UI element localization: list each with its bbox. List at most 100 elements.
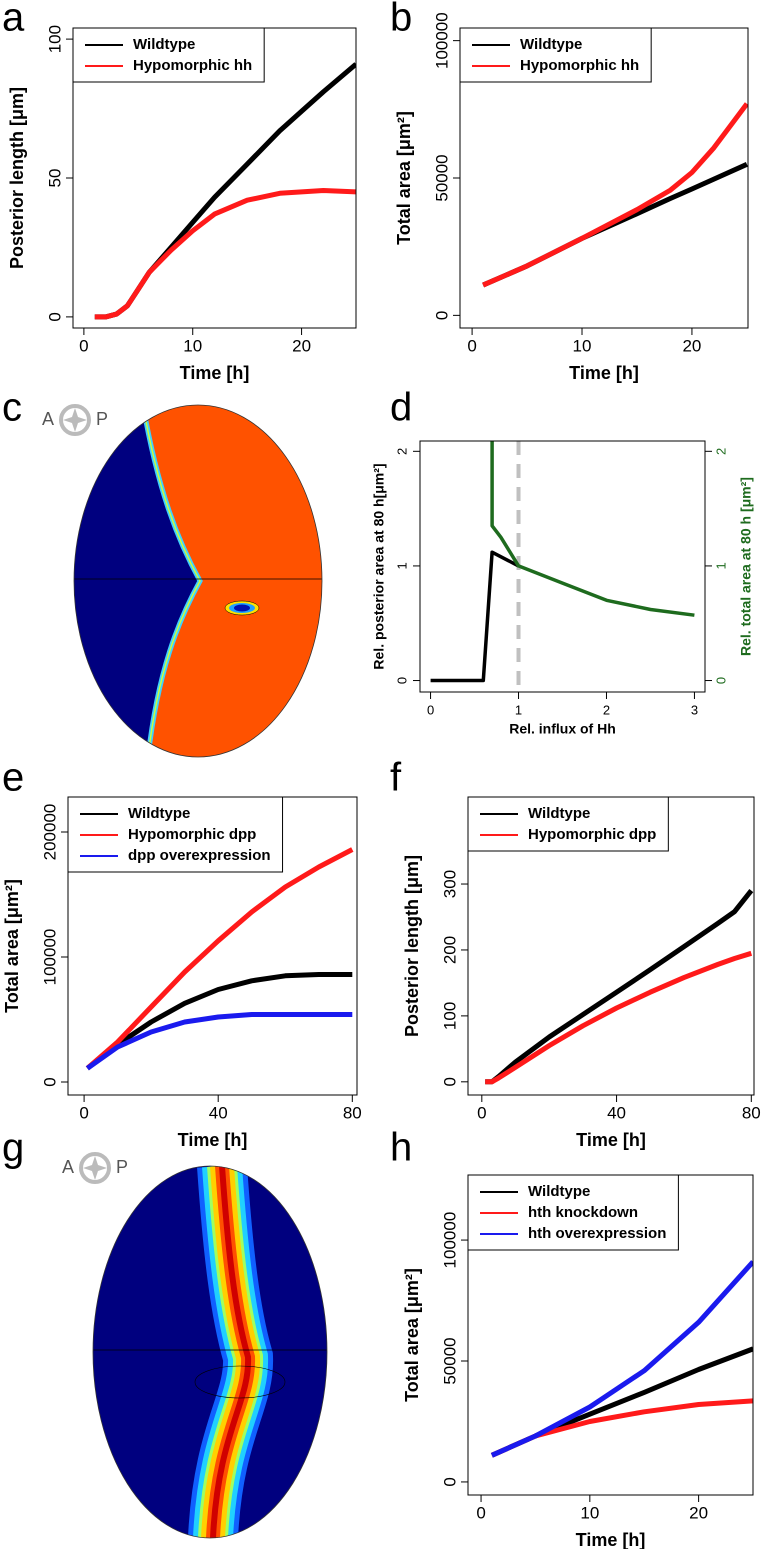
compass-label: A — [62, 1157, 74, 1177]
y-tick-label: 100 — [45, 25, 64, 53]
panel-letter: a — [2, 0, 25, 40]
x-axis-label: Time [h] — [178, 1130, 248, 1150]
y-axis-label: Total area [μm²] — [2, 879, 22, 1013]
y-axis-label: Posterior length [μm] — [402, 855, 422, 1037]
x-axis-label: Time [h] — [576, 1530, 646, 1549]
x-tick-label: 3 — [691, 702, 698, 717]
x-axis-label: Time [h] — [180, 363, 250, 383]
legend-label: Hypomorphic hh — [133, 57, 252, 74]
x-tick-label: 10 — [183, 336, 202, 355]
y2-tick-label: 1 — [713, 562, 728, 569]
compass-label: P — [116, 1157, 128, 1177]
panel-letter: h — [390, 1126, 412, 1170]
y-axis-label: Total area [μm²] — [394, 111, 414, 245]
x-axis-label: Time [h] — [569, 363, 639, 383]
x-tick-label: 1 — [515, 702, 522, 717]
compass-label: A — [42, 409, 54, 429]
outline — [92, 1165, 328, 1539]
y-axis-label: Rel. posterior area at 80 h[μm²] — [371, 463, 387, 669]
x-tick-label: 10 — [580, 1503, 599, 1522]
x-tick-label: 40 — [209, 1103, 228, 1122]
x-tick-label: 0 — [476, 1503, 485, 1522]
x-tick-label: 20 — [682, 336, 701, 355]
series-line — [85, 972, 353, 1071]
series-line — [485, 950, 753, 1085]
y-tick-label: 100 — [440, 1002, 459, 1030]
panel-letter: e — [2, 756, 24, 800]
y-tick-label: 100000 — [40, 929, 59, 986]
y-tick-label: 2 — [394, 448, 409, 455]
series-line — [490, 1260, 753, 1458]
legend: Wildtype Hypomorphic dpp — [467, 796, 669, 852]
legend-label: Hypomorphic hh — [520, 57, 639, 74]
compass-star — [63, 408, 87, 432]
x-tick-label: 0 — [79, 1103, 88, 1122]
series-line — [482, 102, 748, 288]
legend: Wildtype Hypomorphic hh — [459, 27, 652, 83]
legend: Wildtype hth knockdown hth overexpression — [467, 1174, 679, 1251]
x-tick-label: 0 — [79, 336, 88, 355]
region-anterior — [74, 405, 200, 757]
x-axis-label: Time [h] — [576, 1130, 646, 1150]
compass-ring — [59, 404, 91, 436]
series-line — [490, 441, 695, 617]
series-line — [94, 188, 356, 320]
plot-frame — [419, 440, 706, 693]
y2-tick-label: 0 — [713, 677, 728, 684]
y-tick-label: 0 — [45, 312, 64, 321]
y-tick-label: 0 — [432, 311, 451, 320]
x-tick-label: 0 — [477, 1103, 486, 1122]
x-axis-label: Rel. influx of Hh — [509, 721, 616, 737]
source-outline — [194, 1365, 286, 1399]
series-line — [430, 550, 520, 683]
legend: Wildtype Hypomorphic hh — [72, 27, 265, 83]
y2-axis-label: Rel. total area at 80 h [μm²] — [738, 477, 754, 656]
legend-box — [467, 796, 669, 852]
y-tick-label: 300 — [440, 870, 459, 898]
legend-box — [72, 27, 265, 83]
legend-label: Wildtype — [133, 36, 195, 53]
y-tick-label: 200 — [440, 936, 459, 964]
x-tick-label: 0 — [427, 702, 434, 717]
compass-ring — [79, 1152, 111, 1184]
y-tick-label: 0 — [440, 1077, 459, 1086]
spot — [234, 604, 250, 612]
legend-label: hth knockdown — [528, 1204, 638, 1221]
legend-label: Hypomorphic dpp — [528, 826, 656, 843]
legend-label: Hypomorphic dpp — [128, 826, 256, 843]
compass-star — [83, 1156, 107, 1180]
y-tick-label: 1 — [394, 562, 409, 569]
y-tick-label: 0 — [394, 677, 409, 684]
legend: Wildtype Hypomorphic dpp dpp overexpressio… — [67, 796, 284, 873]
series-line — [485, 889, 754, 1085]
legend-label: hth overexpression — [528, 1225, 666, 1242]
y-tick-label: 100000 — [432, 12, 451, 69]
x-tick-label: 20 — [689, 1503, 708, 1522]
y2-tick-label: 2 — [713, 448, 728, 455]
x-tick-label: 80 — [343, 1103, 362, 1122]
x-tick-label: 80 — [742, 1103, 761, 1122]
panel-letter: d — [390, 386, 412, 430]
heatmap — [74, 405, 322, 757]
legend-label: Wildtype — [528, 1183, 590, 1200]
heatmap — [93, 1166, 327, 1538]
series-line — [85, 847, 354, 1071]
y-tick-label: 200000 — [40, 804, 59, 861]
legend-label: Wildtype — [520, 36, 582, 53]
y-tick-label: 100000 — [440, 1212, 459, 1269]
x-tick-label: 40 — [607, 1103, 626, 1122]
edge — [142, 405, 201, 757]
panel-letter: c — [2, 386, 22, 430]
x-tick-label: 2 — [603, 702, 610, 717]
panel-letter: f — [390, 756, 402, 800]
y-tick-label: 0 — [40, 1077, 59, 1086]
legend-label: dpp overexpression — [128, 847, 271, 864]
x-tick-label: 20 — [292, 336, 311, 355]
series-line — [85, 1012, 353, 1071]
y-tick-label: 50 — [45, 169, 64, 188]
legend-label: Wildtype — [528, 805, 590, 822]
y-tick-label: 50000 — [440, 1337, 459, 1384]
stripe — [210, 1166, 252, 1538]
x-tick-label: 10 — [573, 336, 592, 355]
